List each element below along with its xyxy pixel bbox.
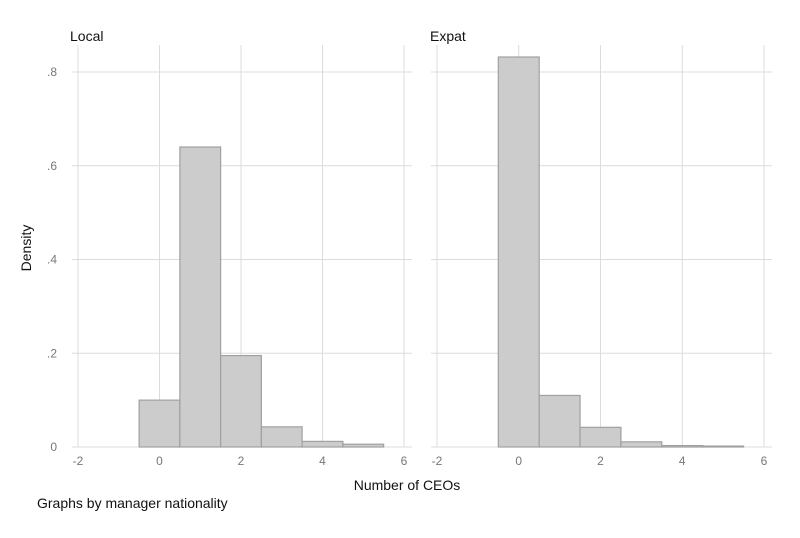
x-tick-label: 6 [761, 454, 768, 468]
histogram-bar [301, 440, 344, 448]
x-tick-label: 4 [319, 454, 326, 468]
x-axis-title: Number of CEOs [354, 477, 461, 493]
y-tick-label: .8 [47, 65, 57, 79]
histogram-bar [538, 394, 581, 448]
x-tick-label: 4 [679, 454, 686, 468]
panel-expat: -2 0 2 4 6 Expat [430, 28, 772, 468]
y-tick-label: .2 [47, 346, 57, 360]
histogram-bar [138, 399, 181, 448]
y-axis-title: Density [18, 225, 34, 272]
panel-title-expat: Expat [430, 28, 466, 44]
x-tick-label: 0 [515, 454, 522, 468]
x-tick-label: -2 [432, 454, 443, 468]
x-tick-label: 6 [401, 454, 408, 468]
y-tick-label: .6 [47, 159, 57, 173]
histogram-bar [702, 445, 745, 448]
x-tick-label: -2 [73, 454, 84, 468]
histogram-bar [620, 441, 663, 448]
y-tick-label: .4 [47, 253, 57, 267]
x-tick-label: 2 [597, 454, 604, 468]
histogram-bar [579, 426, 622, 448]
histogram-bar [220, 354, 262, 448]
x-tick-label: 0 [156, 454, 163, 468]
panel-title-local: Local [70, 28, 103, 44]
histogram-bar [260, 426, 303, 448]
x-tick-label: 2 [238, 454, 245, 468]
graph-note: Graphs by manager nationality [37, 495, 228, 511]
histogram-bar [179, 146, 222, 448]
y-tick-label: 0 [50, 440, 57, 454]
histogram-bar [342, 443, 385, 448]
histogram-bar [497, 56, 540, 448]
panel-local: 0 .2 .4 .6 .8 -2 0 2 4 6 Local [47, 28, 412, 468]
histogram-bar [661, 444, 704, 448]
